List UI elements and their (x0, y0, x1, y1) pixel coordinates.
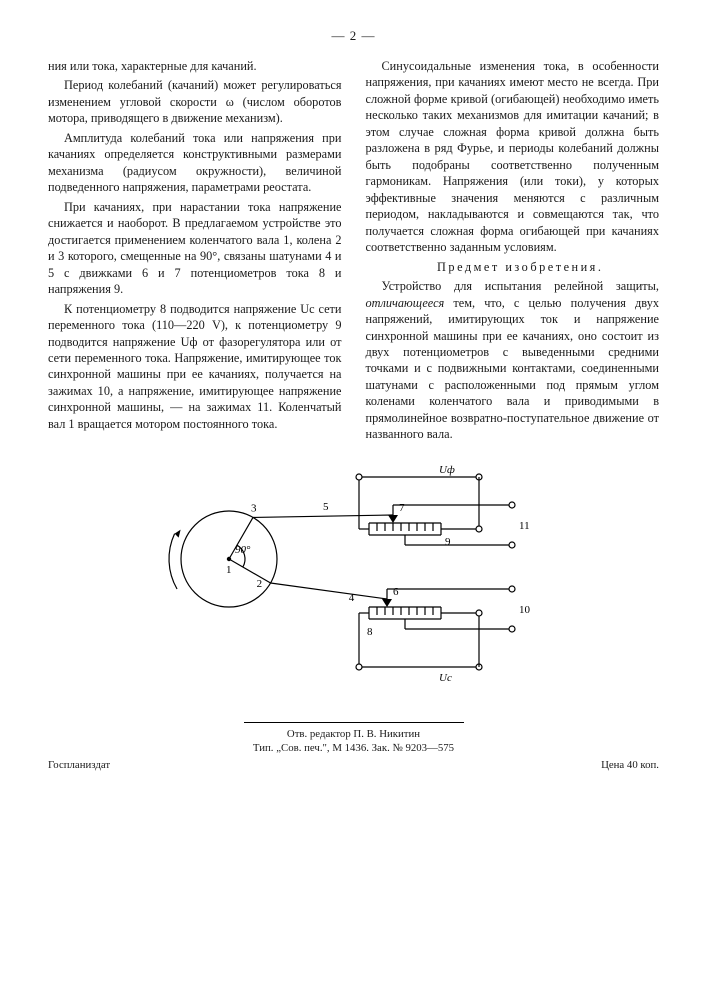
svg-text:Uф: Uф (439, 464, 455, 476)
para-2: Период колебаний (качаний) может регулир… (48, 77, 342, 126)
svg-text:Uс: Uс (439, 672, 452, 684)
svg-text:9: 9 (445, 536, 451, 548)
svg-text:8: 8 (367, 626, 373, 638)
footer: Отв. редактор П. В. Никитин Тип. „Сов. п… (48, 722, 659, 773)
para-1: ния или тока, характерные для качаний. (48, 58, 342, 74)
svg-text:1: 1 (226, 564, 232, 576)
footer-left: Госпланиздат (48, 758, 110, 773)
schematic-icon: 90°1 2 3 5 7 9 11 Uф 4 6 8 10 Uс (139, 449, 569, 689)
para-3: Амплитуда колебаний тока или напряжения … (48, 130, 342, 196)
page-number: — 2 — (48, 28, 659, 44)
svg-text:2: 2 (256, 578, 262, 590)
section-title: Предмет изобретения. (366, 259, 660, 275)
svg-text:3: 3 (251, 502, 257, 514)
svg-text:90°: 90° (235, 544, 251, 556)
svg-text:5: 5 (323, 501, 329, 513)
footer-editor: Отв. редактор П. В. Никитин (48, 727, 659, 742)
figure: 90°1 2 3 5 7 9 11 Uф 4 6 8 10 Uс (48, 449, 659, 694)
svg-text:4: 4 (348, 592, 354, 604)
para-6: Синусоидальные изменения тока, в особенн… (366, 58, 660, 256)
svg-text:6: 6 (393, 586, 399, 598)
body-columns: ния или тока, характерные для качаний. П… (48, 58, 659, 443)
para-7-claim: Устройство для испытания релейной защиты… (366, 278, 660, 443)
footer-typ: Тип. „Сов. печ.", М 1436. Зак. № 9203—57… (48, 741, 659, 756)
para-5: К потенциометру 8 подводится напряжение … (48, 301, 342, 433)
svg-text:10: 10 (519, 604, 531, 616)
footer-right: Цена 40 коп. (601, 758, 659, 773)
svg-text:11: 11 (519, 520, 530, 532)
svg-text:7: 7 (399, 502, 405, 514)
footer-rule (244, 722, 464, 723)
para-4: При качаниях, при нарастании тока напряж… (48, 199, 342, 298)
